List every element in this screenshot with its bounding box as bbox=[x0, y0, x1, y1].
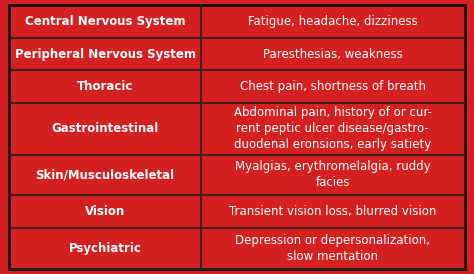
Text: Gastrointestinal: Gastrointestinal bbox=[51, 122, 159, 135]
Text: Paresthesias, weakness: Paresthesias, weakness bbox=[263, 47, 402, 61]
Text: Thoracic: Thoracic bbox=[77, 80, 133, 93]
Text: Peripheral Nervous System: Peripheral Nervous System bbox=[15, 47, 196, 61]
Text: Transient vision loss, blurred vision: Transient vision loss, blurred vision bbox=[229, 205, 436, 218]
Text: Chest pain, shortness of breath: Chest pain, shortness of breath bbox=[239, 80, 426, 93]
Text: Central Nervous System: Central Nervous System bbox=[25, 15, 185, 28]
Text: Abdominal pain, history of or cur-
rent peptic ulcer disease/gastro-
duodenal er: Abdominal pain, history of or cur- rent … bbox=[234, 106, 431, 151]
Text: Psychiatric: Psychiatric bbox=[69, 242, 141, 255]
Text: Skin/Musculoskeletal: Skin/Musculoskeletal bbox=[36, 169, 174, 181]
Text: Vision: Vision bbox=[85, 205, 125, 218]
Text: Fatigue, headache, dizziness: Fatigue, headache, dizziness bbox=[248, 15, 418, 28]
Text: Myalgias, erythromelalgia, ruddy
facies: Myalgias, erythromelalgia, ruddy facies bbox=[235, 161, 430, 190]
Text: Depression or depersonalization,
slow mentation: Depression or depersonalization, slow me… bbox=[235, 234, 430, 262]
